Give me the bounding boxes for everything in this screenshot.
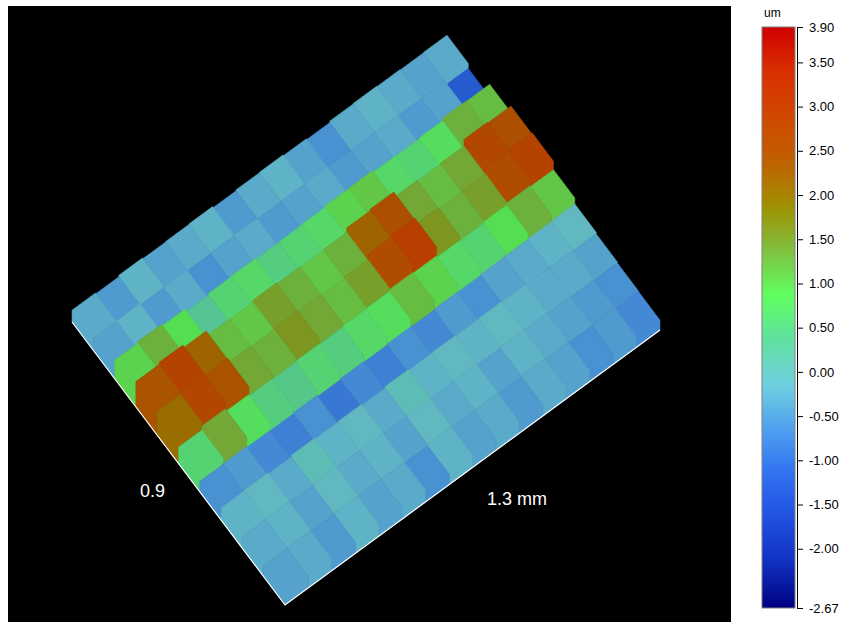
- tick: -2.00: [797, 541, 839, 556]
- tick-label: 0.50: [809, 320, 834, 335]
- tick-label: -1.00: [809, 453, 839, 468]
- tick-mark: [797, 372, 803, 373]
- tick: 1.00: [797, 276, 834, 291]
- surface-cell: [264, 548, 309, 605]
- tick-mark: [797, 549, 803, 550]
- background: [0, 0, 852, 634]
- tick: -1.00: [797, 453, 839, 468]
- tick-label: 3.50: [809, 55, 834, 70]
- tick: -0.50: [797, 409, 839, 424]
- tick-mark: [797, 505, 803, 506]
- tick: 0.50: [797, 320, 834, 335]
- tick: -2.67: [797, 601, 839, 616]
- axis-label: 1.3 mm: [487, 489, 547, 509]
- colorbar: [762, 27, 795, 608]
- tick-label: -0.50: [809, 409, 839, 424]
- tick-label: -2.00: [809, 541, 839, 556]
- tick-mark: [797, 608, 803, 609]
- tick-label: 3.00: [809, 99, 834, 114]
- tick-mark: [797, 107, 803, 108]
- tick-label: 3.90: [809, 20, 834, 35]
- tick-label: 0.00: [809, 365, 834, 380]
- tick: 0.00: [797, 365, 834, 380]
- tick-mark: [797, 195, 803, 196]
- colorbar-axis: 3.90 3.50 3.00 2.50 2.00 1.50 1.00 0.50 0.00 -0.5…: [797, 20, 839, 616]
- colorbar-title: um: [764, 6, 781, 20]
- colorbar-axis-line: [798, 28, 804, 609]
- tick: 3.00: [797, 99, 834, 114]
- tick-mark: [797, 151, 803, 152]
- base-edges: [72, 322, 660, 605]
- tick-label: 2.50: [809, 143, 834, 158]
- tick-label: -2.67: [809, 601, 839, 616]
- tick: -1.50: [797, 497, 839, 512]
- surface: [72, 35, 660, 605]
- tick-mark: [797, 328, 803, 329]
- tick-label: 2.00: [809, 188, 834, 203]
- tick-mark: [797, 239, 803, 240]
- tick: 2.50: [797, 143, 834, 158]
- axis-label: 0.9: [140, 481, 165, 501]
- tick-label: 1.00: [809, 276, 834, 291]
- tick: 1.50: [797, 232, 834, 247]
- tick-mark: [797, 27, 803, 28]
- tick-mark: [797, 460, 803, 461]
- tick: 3.90: [797, 20, 834, 35]
- chart: 0.9 1.3 mm um 3.90 3.50 3.00 2.50 2.00 1.50 1.00 0…: [0, 0, 852, 634]
- tick-label: 1.50: [809, 232, 834, 247]
- tick: 2.00: [797, 188, 834, 203]
- tick: 3.50: [797, 55, 834, 70]
- tick-mark: [797, 62, 803, 63]
- plot-panel: [8, 6, 731, 622]
- tick-mark: [797, 416, 803, 417]
- tick-label: -1.50: [809, 497, 839, 512]
- tick-mark: [797, 283, 803, 284]
